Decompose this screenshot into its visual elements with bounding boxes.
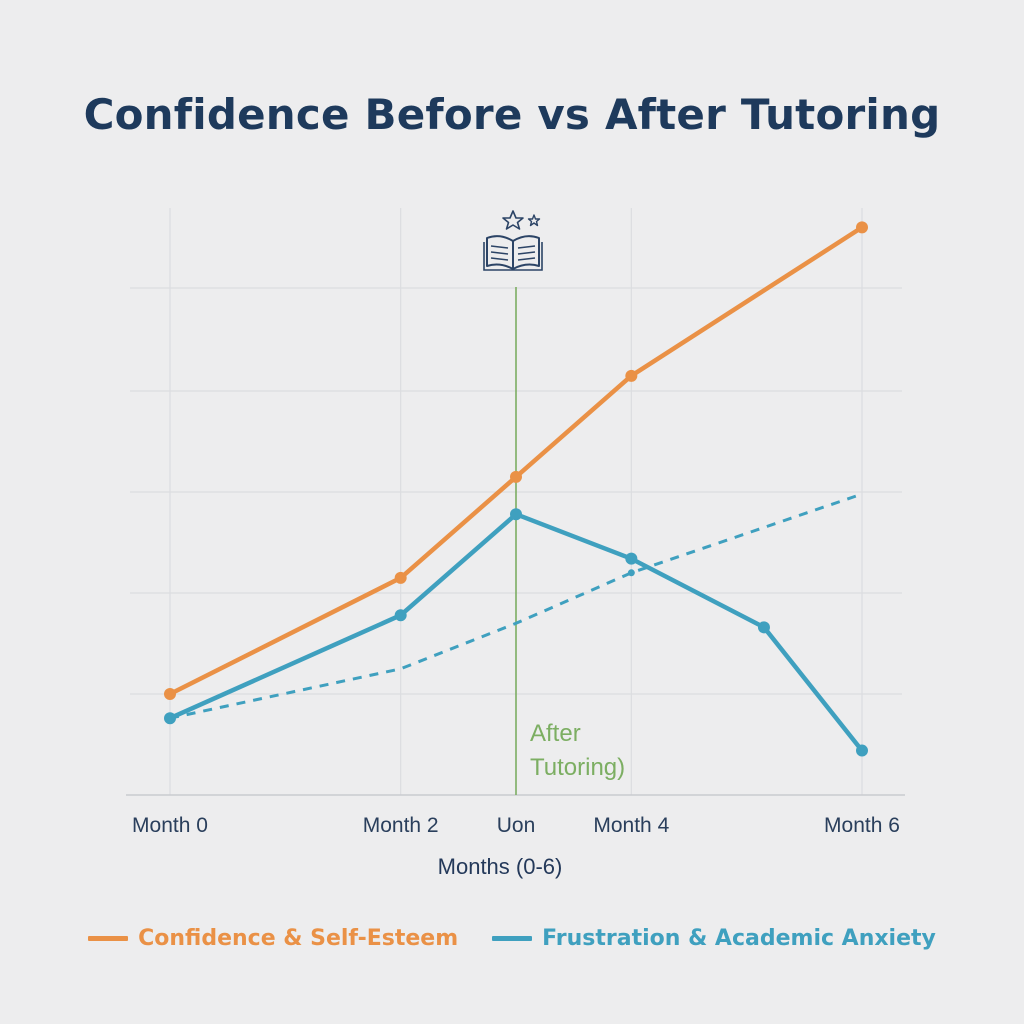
chart-title: Confidence Before vs After Tutoring <box>83 90 941 139</box>
x-axis-title: Months (0-6) <box>438 854 563 879</box>
confidence-point <box>394 571 407 584</box>
data-points <box>164 221 868 757</box>
x-tick-label: Month 0 <box>132 814 208 837</box>
frustration-point <box>625 552 638 565</box>
frustration-point <box>856 744 868 757</box>
confidence-point <box>625 369 638 382</box>
frustration-point <box>510 508 522 521</box>
trend-point <box>627 569 635 577</box>
frustration-point <box>394 609 407 622</box>
frustration-trend-dashed-line <box>169 492 863 720</box>
legend-swatch-confidence <box>88 936 129 941</box>
frustration-point <box>164 712 176 725</box>
annotation-line-2: Tutoring) <box>530 754 625 781</box>
x-tick-label: Month 4 <box>593 814 669 837</box>
x-tick-label: Month 6 <box>824 814 900 837</box>
legend-label-frustration: Frustration & Academic Anxiety <box>542 926 936 951</box>
tutoring-start-annotation: After Tutoring) <box>515 287 625 795</box>
confidence-point <box>510 470 522 483</box>
x-tick-label: Month 2 <box>363 814 439 837</box>
x-tick-label: Uon <box>497 814 536 837</box>
confidence-point <box>856 221 868 234</box>
annotation-line-1: After <box>530 720 581 747</box>
legend-item-frustration: Frustration & Academic Anxiety <box>492 926 936 951</box>
legend-label-confidence: Confidence & Self-Esteem <box>138 926 459 951</box>
legend: Confidence & Self-Esteem Frustration & A… <box>0 926 1024 951</box>
legend-item-confidence: Confidence & Self-Esteem <box>88 926 458 951</box>
legend-swatch-frustration <box>492 936 533 941</box>
x-axis: Month 0 Month 2 Uon Month 4 Month 6 Months (0… <box>126 794 905 879</box>
frustration-point <box>757 621 770 634</box>
confidence-point <box>164 688 176 700</box>
frustration-line <box>167 511 865 753</box>
book-with-stars-icon <box>483 210 543 271</box>
